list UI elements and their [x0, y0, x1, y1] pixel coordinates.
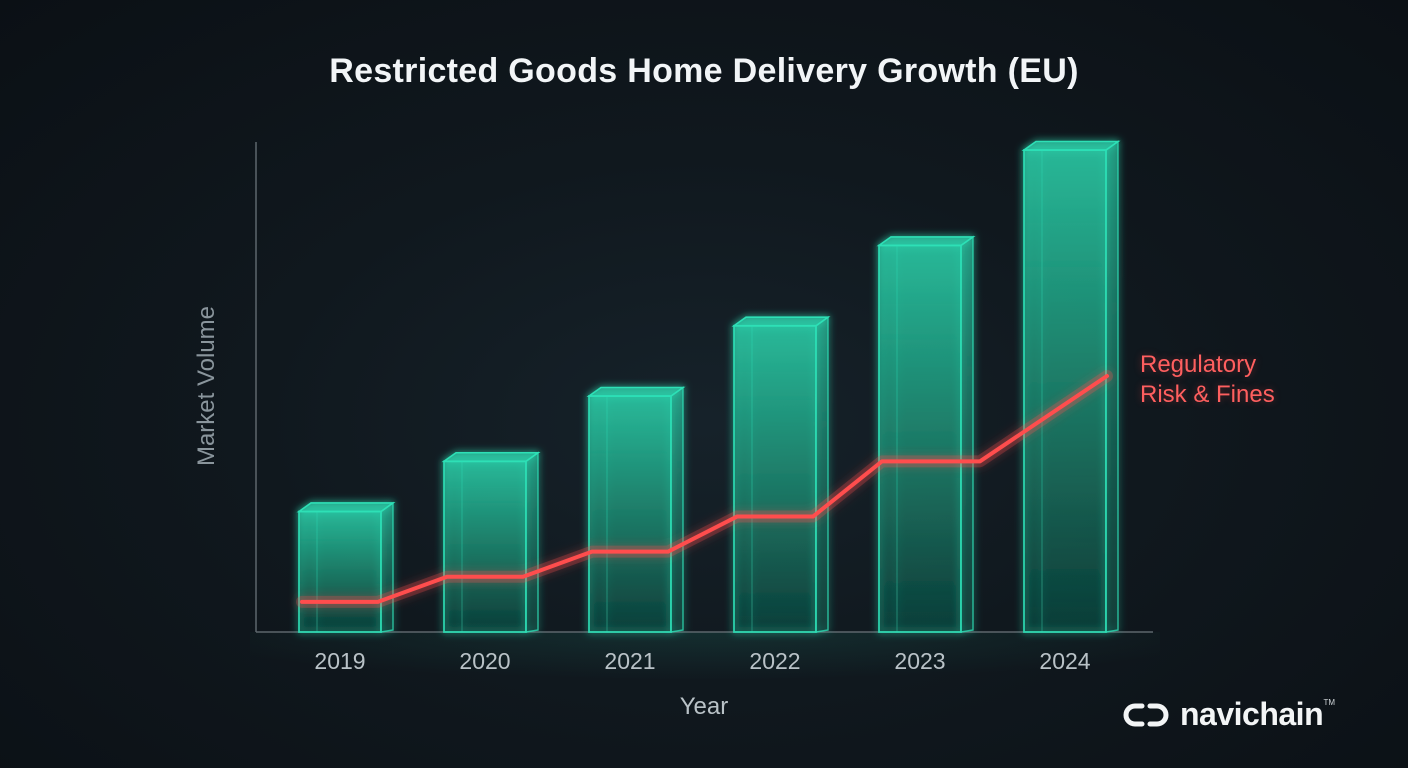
bar-side-2024 [1105, 140, 1119, 633]
brand-logo: navichain TM [1120, 696, 1335, 733]
bar-front-2019 [298, 510, 382, 633]
bar-2022 [731, 315, 831, 633]
bar-side-2021 [670, 386, 684, 633]
bars-group [296, 140, 1121, 633]
bar-front-2022 [733, 324, 817, 633]
bar-top-2020 [441, 451, 541, 463]
bar-top-2022 [731, 316, 831, 327]
bar-side-2023 [960, 235, 974, 633]
logo-wordmark: navichain [1180, 696, 1324, 732]
x-tick-labels: 2019 2020 2021 2022 2023 2024 [314, 648, 1090, 674]
chart-title: Restricted Goods Home Delivery Growth (E… [329, 52, 1079, 90]
bar-top-2023 [876, 236, 976, 247]
x-tick-2022: 2022 [749, 648, 800, 674]
risk-line-group [296, 369, 1113, 608]
risk-line [300, 373, 1109, 604]
x-tick-2023: 2023 [894, 648, 945, 674]
bar-2019 [296, 501, 396, 633]
logo-trademark: TM [1323, 698, 1336, 707]
bar-2023 [876, 235, 976, 633]
link-icon [1123, 703, 1169, 726]
x-axis-label: Year [679, 693, 729, 720]
x-tick-2024: 2024 [1039, 648, 1090, 674]
risk-annotation: Regulatory Risk & Fines [1140, 350, 1275, 410]
bar-front-2021 [588, 395, 672, 633]
bar-top-2024 [1021, 140, 1121, 151]
risk-annotation-line2: Risk & Fines [1140, 381, 1275, 408]
bar-top-2019 [296, 502, 396, 513]
y-axis-label: Market Volume [193, 305, 220, 467]
bar-2021 [586, 386, 686, 633]
x-tick-2020: 2020 [459, 648, 510, 674]
bar-side-2019 [380, 501, 394, 633]
floor-glow [250, 632, 1160, 712]
bar-front-2020 [443, 460, 527, 633]
x-tick-2021: 2021 [604, 648, 655, 674]
risk-annotation-line1: Regulatory [1140, 351, 1257, 378]
bar-top-2021 [586, 386, 686, 397]
bar-2024 [1021, 140, 1121, 633]
bar-side-2020 [525, 451, 539, 633]
x-tick-2019: 2019 [314, 648, 365, 674]
risk-line-glow [296, 369, 1113, 608]
bar-side-2022 [815, 315, 829, 633]
bar-2020 [441, 451, 541, 633]
bar-front-2023 [878, 244, 962, 633]
